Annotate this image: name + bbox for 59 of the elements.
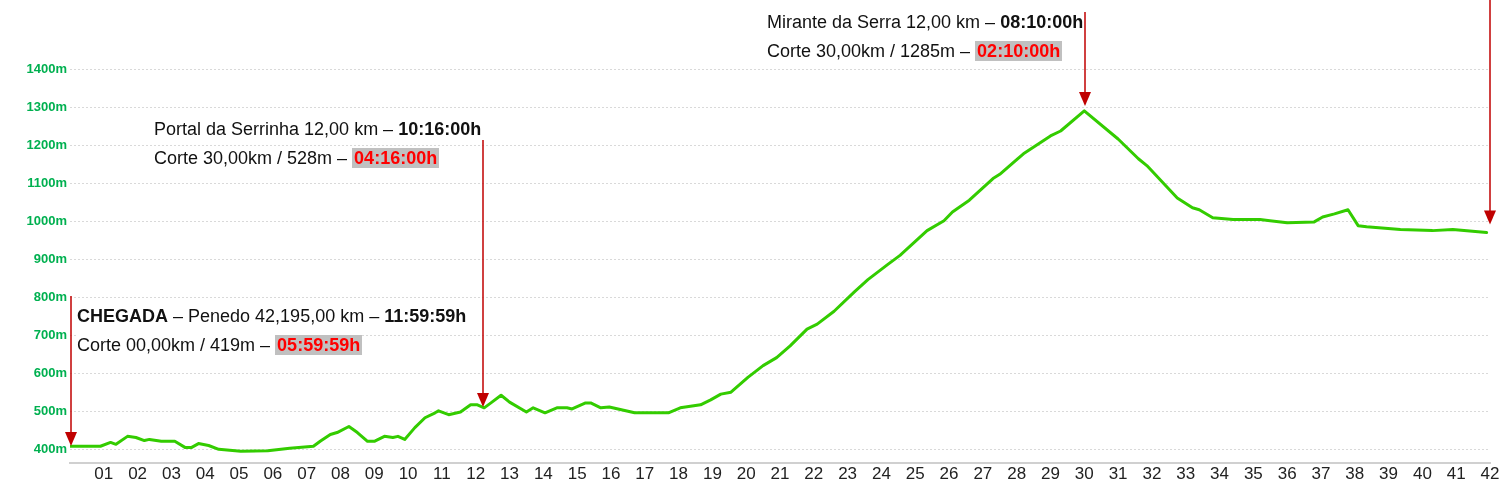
text: Corte 30,00km / 1285m – 02:10:00h [767,41,1063,61]
x-tick-label: 22 [804,464,824,484]
y-tick-label: 1000m [26,212,67,228]
x-tick-label: 08 [331,464,350,484]
annotation: CHEGADA – Penedo 42,195,00 km – 11:59:59h [77,306,467,326]
x-tick-label: 15 [567,464,587,484]
annotation: Corte 30,00km / 528m – 04:16:00h [154,148,440,168]
x-tick-label: 31 [1108,464,1128,484]
x-tick-label: 30 [1074,464,1094,484]
x-tick-label: 18 [669,464,689,484]
y-tick-label: 900m [33,250,67,266]
annotation: Corte 00,00km / 419m – 05:59:59h [77,335,363,355]
y-tick-label: 1300m [26,98,67,114]
x-tick-label: 12 [466,464,486,484]
y-tick-label: 500m [33,402,67,418]
x-tick-label: 35 [1243,464,1263,484]
y-tick-label: 700m [33,326,67,342]
x-tick-label: 10 [398,464,418,484]
x-tick-label: 04 [195,464,215,484]
x-tick-label: 07 [297,464,317,484]
x-tick-label: 01 [94,464,114,484]
x-tick-label: 24 [871,464,891,484]
x-tick-label: 17 [635,464,655,484]
x-tick-label: 33 [1176,464,1196,484]
x-tick-label: 21 [770,464,790,484]
y-tick-label: 600m [33,364,67,380]
x-tick-label: 06 [263,464,283,484]
x-tick-label: 26 [939,464,959,484]
x-tick-label: 37 [1311,464,1331,484]
x-tick-label: 23 [838,464,858,484]
x-tick-label: 28 [1007,464,1027,484]
y-tick-label: 400m [33,440,67,456]
y-tick-label: 1100m [27,174,67,190]
x-tick-label: 29 [1041,464,1060,484]
x-tick-label: 42 [1480,464,1500,484]
x-tick-label: 25 [905,464,925,484]
x-tick-label: 13 [500,464,519,484]
x-tick-label: 36 [1277,464,1297,484]
x-tick-label: 09 [364,464,384,484]
x-tick-label: 20 [736,464,756,484]
text: Mirante da Serra 12,00 km – 08:10:00h [767,12,1084,32]
y-tick-label: 1400m [26,60,67,76]
y-tick-label: 800m [33,288,67,304]
x-tick-label: 03 [161,464,181,484]
x-tick-label: 32 [1142,464,1162,484]
x-tick-label: 39 [1379,464,1399,484]
x-tick-label: 05 [229,464,249,484]
x-tick-label: 14 [533,464,553,484]
x-tick-label: 34 [1210,464,1229,484]
annotation: Portal da Serrinha 12,00 km – 10:16:00h [154,119,482,139]
x-tick-label: 16 [601,464,621,484]
x-tick-label: 27 [973,464,993,484]
x-tick-label: 38 [1345,464,1365,484]
x-tick-label: 11 [433,464,451,484]
x-tick-label: 02 [128,464,148,484]
x-tick-label: 41 [1446,464,1466,484]
x-tick-label: 40 [1412,464,1432,484]
x-tick-label: 19 [702,464,722,484]
y-tick-label: 1200m [26,136,67,152]
